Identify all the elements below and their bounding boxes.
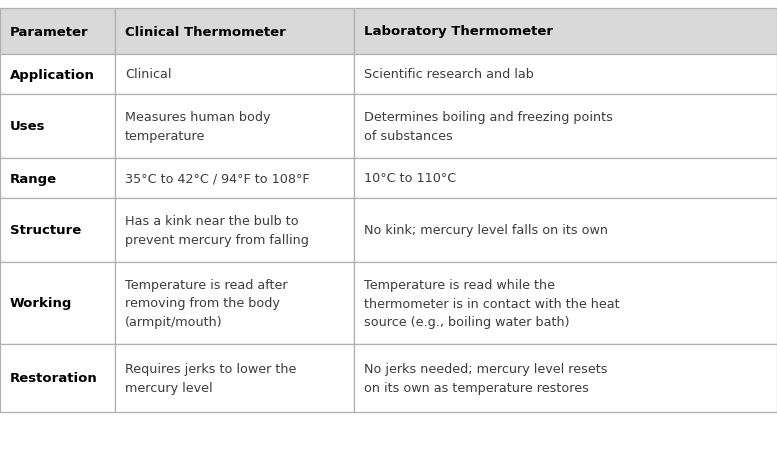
Bar [0, 262, 115, 344]
Text: Application: Application [10, 69, 95, 81]
Bar [354, 159, 777, 198]
Text: Range: Range [10, 172, 57, 185]
Text: 10°C to 110°C: 10°C to 110°C [364, 172, 456, 185]
Bar [354, 55, 777, 95]
Text: Parameter: Parameter [10, 25, 89, 39]
Text: Working: Working [10, 297, 72, 310]
Bar [0, 198, 115, 262]
Text: No kink; mercury level falls on its own: No kink; mercury level falls on its own [364, 224, 608, 237]
Bar [115, 198, 354, 262]
Text: Measures human body
temperature: Measures human body temperature [125, 111, 270, 142]
Text: Determines boiling and freezing points
of substances: Determines boiling and freezing points o… [364, 111, 612, 142]
Bar [354, 198, 777, 262]
Bar [115, 55, 354, 95]
Bar [0, 95, 115, 159]
Bar [354, 344, 777, 412]
Bar [115, 344, 354, 412]
Text: Scientific research and lab: Scientific research and lab [364, 69, 533, 81]
Bar [354, 262, 777, 344]
Bar [115, 262, 354, 344]
Bar [115, 159, 354, 198]
Text: Requires jerks to lower the
mercury level: Requires jerks to lower the mercury leve… [125, 363, 296, 394]
Text: Structure: Structure [10, 224, 82, 237]
Text: No jerks needed; mercury level resets
on its own as temperature restores: No jerks needed; mercury level resets on… [364, 363, 607, 394]
Text: Has a kink near the bulb to
prevent mercury from falling: Has a kink near the bulb to prevent merc… [125, 215, 309, 246]
Bar [115, 9, 354, 55]
Text: 35°C to 42°C / 94°F to 108°F: 35°C to 42°C / 94°F to 108°F [125, 172, 309, 185]
Text: Temperature is read while the
thermometer is in contact with the heat
source (e.: Temperature is read while the thermomete… [364, 278, 619, 328]
Text: Laboratory Thermometer: Laboratory Thermometer [364, 25, 552, 39]
Bar [0, 159, 115, 198]
Bar [0, 9, 115, 55]
Bar [354, 9, 777, 55]
Text: Temperature is read after
removing from the body
(armpit/mouth): Temperature is read after removing from … [125, 278, 287, 328]
Bar [0, 344, 115, 412]
Text: Uses: Uses [10, 120, 46, 133]
Bar [115, 95, 354, 159]
Bar [354, 95, 777, 159]
Text: Clinical Thermometer: Clinical Thermometer [125, 25, 286, 39]
Text: Restoration: Restoration [10, 372, 98, 385]
Text: Clinical: Clinical [125, 69, 172, 81]
Bar [0, 55, 115, 95]
